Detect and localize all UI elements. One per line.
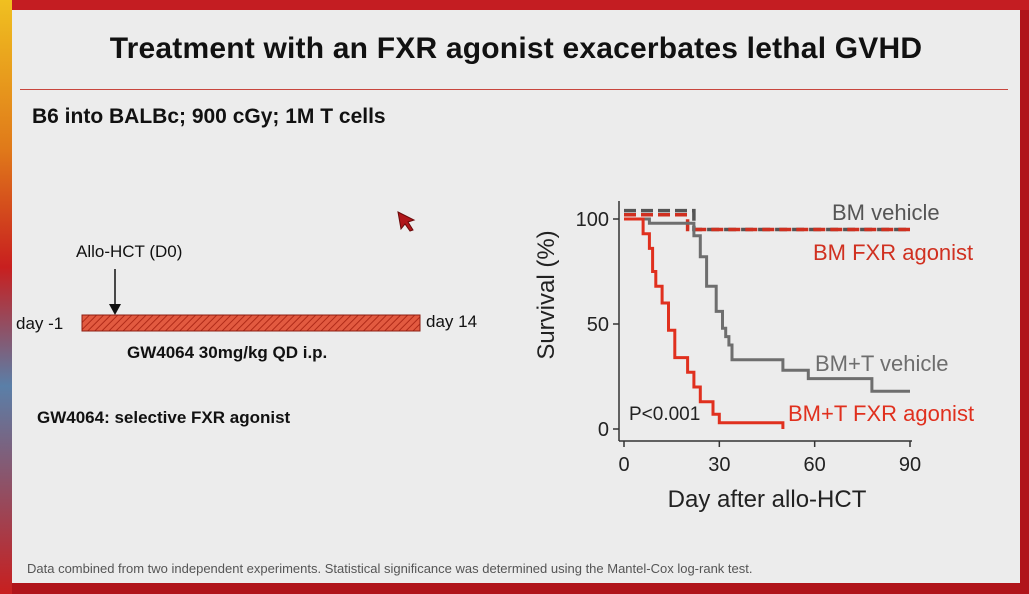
x-tick-label: 30 — [708, 454, 730, 476]
series-label-bm-t-fxr-agonist: BM+T FXR agonist — [788, 401, 974, 426]
treatment-bar — [81, 314, 421, 332]
series-label-bm-fxr-agonist: BM FXR agonist — [813, 240, 973, 265]
y-tick-label: 50 — [587, 314, 609, 336]
x-tick-label: 90 — [899, 454, 921, 476]
survival-chart: 0 30 60 90 0 50 100 Survival (%) Day after all… — [533, 200, 974, 513]
experiment-subtitle: B6 into BALBc; 900 cGy; 1M T cells — [32, 105, 386, 128]
timeline-start-label: day -1 — [16, 314, 64, 333]
y-axis-label: Survival (%) — [533, 230, 560, 359]
p-value-annotation: P<0.001 — [629, 404, 700, 425]
x-axis-label: Day after allo-HCT — [668, 486, 867, 513]
x-tick-label: 0 — [618, 454, 629, 476]
timeline-graphic — [81, 211, 421, 332]
mouse-cursor-icon — [397, 211, 416, 232]
allo-hct-arrow-icon — [109, 304, 121, 315]
footnote: Data combined from two independent exper… — [27, 561, 753, 576]
title-divider — [20, 89, 1008, 90]
slide: Treatment with an FXR agonist exacerbate… — [12, 10, 1020, 583]
y-tick-label: 0 — [598, 419, 609, 441]
treatment-label: GW4064 30mg/kg QD i.p. — [127, 343, 328, 362]
x-tick-label: 60 — [804, 454, 826, 476]
series-label-bm-vehicle: BM vehicle — [832, 200, 940, 225]
series-line-bm-t-fxr-agonist — [624, 217, 785, 429]
series-label-bm-t-vehicle: BM+T vehicle — [815, 351, 948, 376]
compound-note: GW4064: selective FXR agonist — [37, 408, 291, 427]
series-line-bm-t-vehicle — [624, 217, 910, 393]
timeline-end-label: day 14 — [426, 312, 478, 331]
chart-axes — [618, 201, 912, 442]
slide-border-left — [0, 0, 12, 594]
y-tick-label: 100 — [576, 209, 609, 231]
slide-border-top — [0, 0, 1029, 10]
allo-hct-label: Allo-HCT (D0) — [76, 242, 183, 261]
slide-title: Treatment with an FXR agonist exacerbate… — [109, 32, 923, 65]
